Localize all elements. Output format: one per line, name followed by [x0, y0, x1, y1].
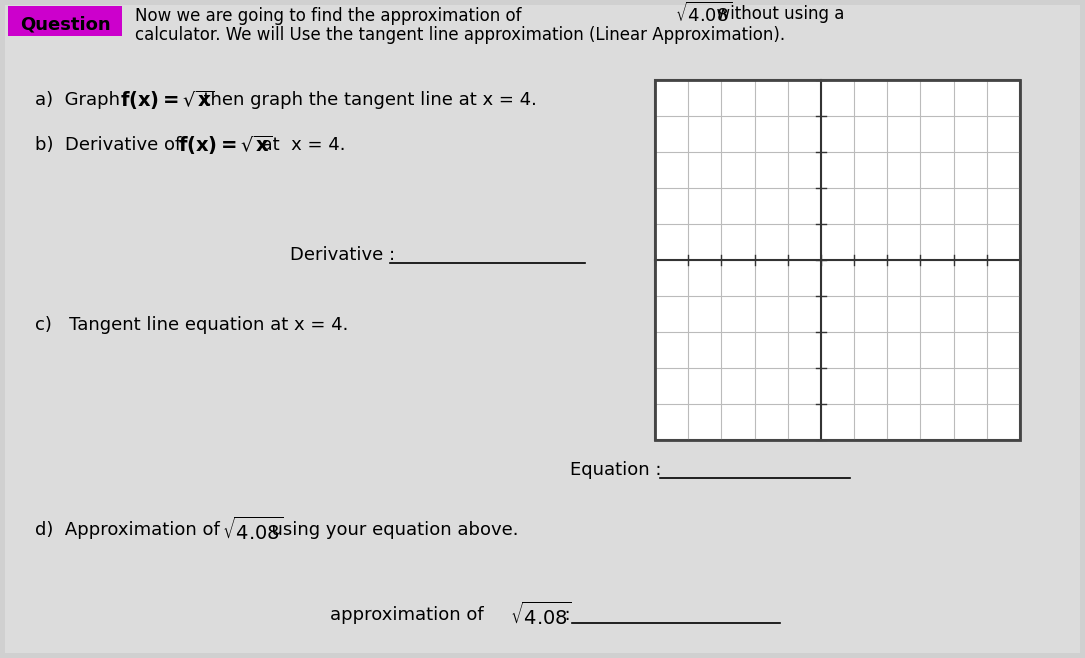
Text: $\sqrt{4.08}$: $\sqrt{4.08}$	[510, 601, 572, 628]
Text: a)  Graph: a) Graph	[35, 91, 126, 109]
Text: calculator. We will Use the tangent line approximation (Linear Approximation).: calculator. We will Use the tangent line…	[135, 26, 786, 44]
Text: $\sqrt{4.08}$: $\sqrt{4.08}$	[222, 517, 284, 544]
Text: then graph the tangent line at x = 4.: then graph the tangent line at x = 4.	[192, 91, 537, 109]
Text: Derivative :: Derivative :	[290, 246, 395, 264]
Text: Question: Question	[20, 16, 111, 34]
FancyBboxPatch shape	[655, 80, 1020, 440]
Text: c)   Tangent line equation at x = 4.: c) Tangent line equation at x = 4.	[35, 316, 348, 334]
FancyBboxPatch shape	[8, 6, 122, 36]
Text: Equation :: Equation :	[570, 461, 662, 479]
Text: without using a: without using a	[706, 5, 844, 23]
Text: $\mathbf{f(x) = \sqrt{x}}$: $\mathbf{f(x) = \sqrt{x}}$	[120, 88, 215, 112]
Text: $\mathbf{f(x) = \sqrt{x}}$: $\mathbf{f(x) = \sqrt{x}}$	[178, 134, 272, 157]
FancyBboxPatch shape	[5, 5, 1080, 653]
Text: approximation of: approximation of	[330, 606, 489, 624]
Text: at  x = 4.: at x = 4.	[250, 136, 345, 154]
Text: Now we are going to find the approximation of: Now we are going to find the approximati…	[135, 7, 526, 25]
Text: :: :	[553, 606, 571, 624]
Text: b)  Derivative of: b) Derivative of	[35, 136, 193, 154]
Text: d)  Approximation of: d) Approximation of	[35, 521, 226, 539]
Text: $\sqrt{4.08}$: $\sqrt{4.08}$	[675, 2, 732, 26]
Text: using your equation above.: using your equation above.	[260, 521, 519, 539]
